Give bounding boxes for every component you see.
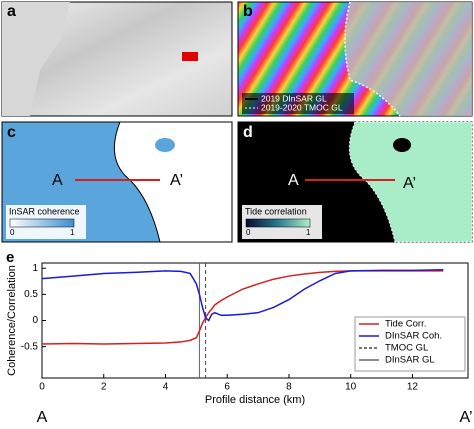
colorbar-max: 1 [70,228,75,237]
colorbar-min: 0 [246,228,251,237]
y-tick-label: -0.5 [21,341,39,352]
panel-letter: b [243,3,253,20]
panel-b: 2019 DInSAR GL 2019-2020 TMOC GL b [237,1,473,117]
legend-box [354,316,466,372]
x-tick-label: 2 [101,382,107,393]
island [393,138,411,152]
x-tick-label: 6 [224,382,230,393]
panel-letter: d [243,124,253,141]
series-line [41,270,444,345]
y-tick-label: 1 [32,263,38,274]
legend-label: DInSAR GL [385,355,435,366]
colorbar [9,218,75,228]
y-tick-label: 0 [32,315,38,326]
start-label: A [37,409,48,426]
colorbar-title: InSAR coherence [9,206,80,216]
study-area-box [182,52,198,61]
ice-shelf [345,2,472,116]
panel-c: A A’ InSAR coherence 0 1 c [1,121,233,243]
colorbar-max: 1 [306,228,311,237]
x-tick-label: 0 [39,382,45,393]
legend-label: 2019-2020 TMOC GL [261,102,343,112]
point-label: A [52,172,63,189]
panel-a: a [1,1,233,117]
x-tick-label: 10 [345,382,357,393]
y-axis-label: Coherence/Correlation [6,265,18,376]
low-coherence [113,121,233,243]
line-chart: 0 2 4 6 8 10 12 -0.5 0 0.5 1 Profile distance (km) C… [6,262,473,426]
series-line [41,269,444,322]
panel-letter: a [7,3,16,20]
end-label: A’ [459,409,472,426]
island [155,138,175,152]
terrain [2,2,70,116]
legend-box [242,93,354,114]
high-correlation [348,121,473,243]
panel-d: A A’ Tide correlation 0 1 d [237,121,473,243]
legend-label: 2019 DInSAR GL [261,93,327,103]
legend-label: TMOC GL [385,343,428,354]
x-tick-label: 4 [163,382,169,393]
colorbar-min: 0 [10,228,15,237]
point-label: A [288,172,299,189]
x-axis-label: Profile distance (km) [205,394,305,406]
point-label: A’ [403,175,416,192]
panel-letter: e [6,249,14,266]
y-tick-label: 0.5 [24,289,38,300]
legend-label: DInSAR Coh. [385,331,442,342]
panel-letter: c [7,124,16,141]
colorbar [245,218,311,228]
colorbar-title: Tide correlation [245,206,307,216]
x-tick-label: 12 [407,382,419,393]
grounding-line [344,1,401,117]
point-label: A’ [170,172,183,189]
legend-label: Tide Corr. [385,319,426,330]
x-tick-label: 8 [286,382,292,393]
